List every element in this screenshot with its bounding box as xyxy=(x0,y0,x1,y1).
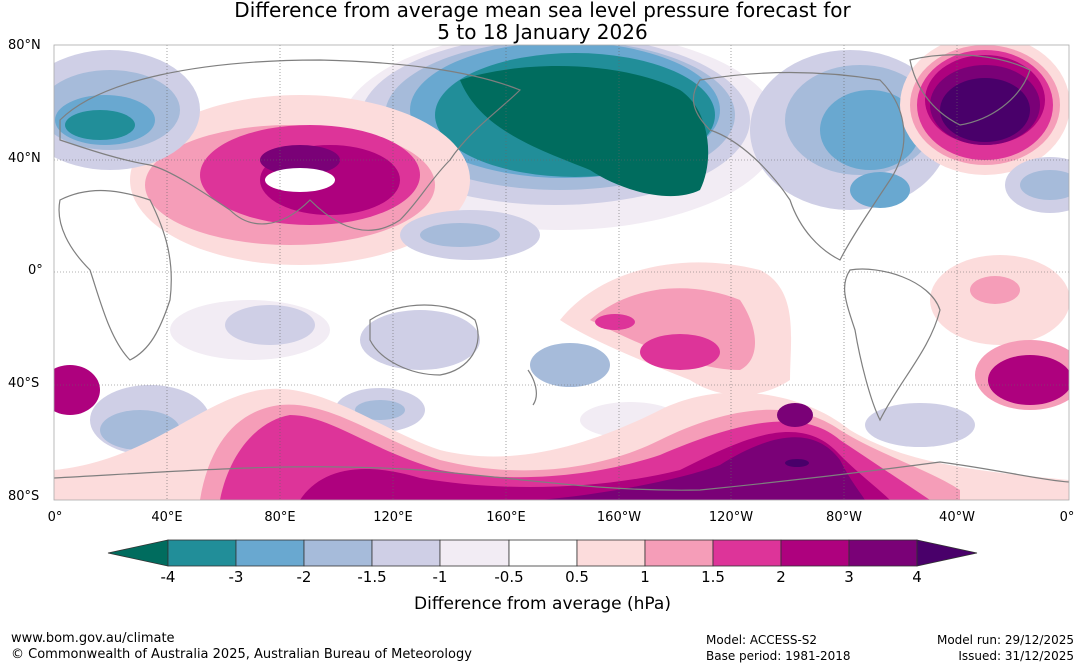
colorbar-tick-label: -1.5 xyxy=(357,568,387,586)
colorbar-bin-p2-3 xyxy=(780,539,850,567)
colorbar-bin-m15-m1 xyxy=(371,539,441,567)
colorbar-tick-label: 3 xyxy=(844,568,854,586)
colorbar-tick-label: 1.5 xyxy=(701,568,725,586)
colorbar-bin-m4-m3 xyxy=(167,539,237,567)
lon-label-0-right: 0° xyxy=(1059,510,1075,525)
lon-label-160w: 160°W xyxy=(596,510,642,525)
colorbar-tick-label: 1 xyxy=(640,568,650,586)
lat-label-40s: 40°S xyxy=(8,376,40,391)
colorbar-bin-m1-m05 xyxy=(439,539,510,567)
model-name: Model: ACCESS-S2 xyxy=(706,633,818,647)
model-run-date: Model run: 29/12/2025 xyxy=(936,633,1074,647)
colorbar-bin-m05-05 xyxy=(508,539,578,567)
coastlines xyxy=(58,54,1031,422)
lon-label-40w: 40°W xyxy=(939,510,975,525)
colorbar-title: Difference from average (hPa) xyxy=(414,594,671,614)
lat-label-80n: 80°N xyxy=(8,38,41,53)
website-link[interactable]: www.bom.gov.au/climate xyxy=(11,631,175,646)
lon-label-80w: 80°W xyxy=(826,510,862,525)
chart-title-line1: Difference from average mean sea level p… xyxy=(234,0,851,22)
colorbar-bin-p3-4 xyxy=(848,539,918,567)
lon-label-80e: 80°E xyxy=(264,510,296,525)
colorbar-tick-label: -0.5 xyxy=(494,568,524,586)
colorbar-bin-m3-m2 xyxy=(235,539,305,567)
lon-label-0-left: 0° xyxy=(47,510,63,525)
colorbar-tick-label: 0.5 xyxy=(565,568,589,586)
colorbar-bin-p1-15 xyxy=(644,539,714,567)
colorbar-bin-m2-m15 xyxy=(303,539,373,567)
colorbar-tick-label: 4 xyxy=(912,568,922,586)
chart-title-line2: 5 to 18 January 2026 xyxy=(437,20,648,44)
colorbar-tick-label: -3 xyxy=(228,568,244,586)
colorbar-bin-p15-2 xyxy=(712,539,782,567)
copyright-text: © Commonwealth of Australia 2025, Austra… xyxy=(11,647,472,662)
colorbar-tick-label: -2 xyxy=(296,568,312,586)
lat-label-0: 0° xyxy=(28,263,43,278)
colorbar-extend-low xyxy=(107,539,169,567)
issued-date: Issued: 31/12/2025 xyxy=(958,649,1074,663)
graticule xyxy=(54,45,1069,500)
colorbar-extend-high xyxy=(916,539,978,567)
lon-label-120w: 120°W xyxy=(708,510,754,525)
colorbar-tick-label: 2 xyxy=(776,568,786,586)
lon-label-160e: 160°E xyxy=(486,510,526,525)
colorbar-tick-label: -4 xyxy=(160,568,176,586)
base-period: Base period: 1981-2018 xyxy=(706,649,851,663)
colorbar-tick-label: -1 xyxy=(432,568,448,586)
map-frame xyxy=(53,44,1070,501)
lat-label-40n: 40°N xyxy=(8,151,41,166)
lat-label-80s: 80°S xyxy=(8,489,40,504)
colorbar xyxy=(107,539,978,567)
lon-label-120e: 120°E xyxy=(373,510,413,525)
lon-label-40e: 40°E xyxy=(151,510,183,525)
colorbar-bin-p05-1 xyxy=(576,539,646,567)
